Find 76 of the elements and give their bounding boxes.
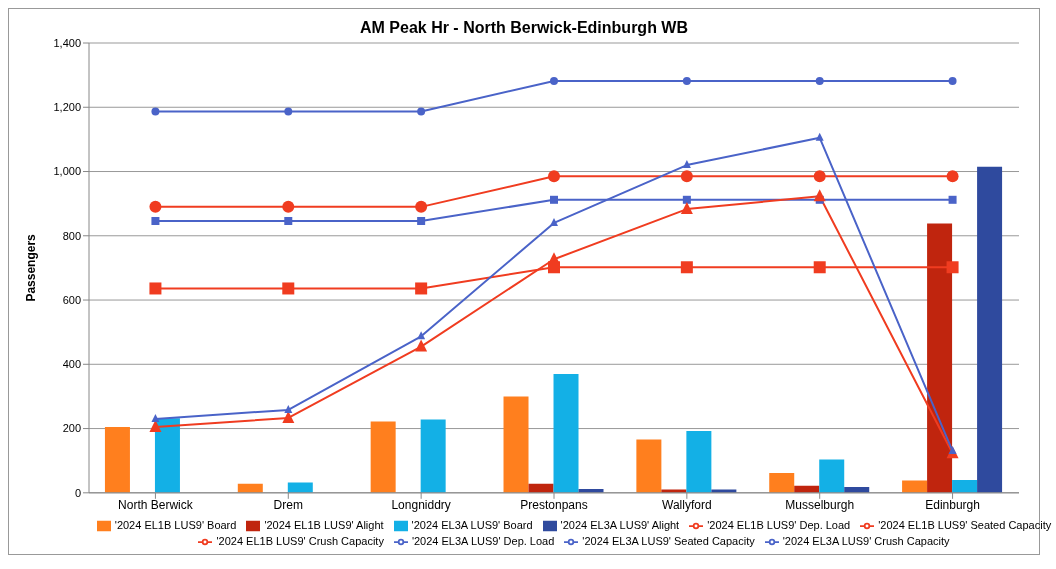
legend-label: '2024 EL1B LUS9' Crush Capacity <box>216 534 384 547</box>
point <box>151 413 160 422</box>
point <box>813 189 826 202</box>
y-tick-label: 600 <box>62 293 81 306</box>
point <box>151 107 160 116</box>
point <box>682 160 691 169</box>
point <box>417 217 426 225</box>
point <box>149 282 162 295</box>
point <box>680 261 693 274</box>
bar <box>636 439 662 493</box>
x-tick-label: Wallyford <box>662 498 712 513</box>
x-tick-label: Edinburgh <box>925 498 980 513</box>
y-tick-label: 400 <box>62 358 81 371</box>
point <box>682 195 691 204</box>
x-tick-label: Musselburgh <box>785 498 855 513</box>
point <box>151 217 160 225</box>
bar <box>769 472 795 493</box>
point <box>948 195 957 204</box>
point <box>284 404 293 413</box>
legend-label: '2024 EL1B LUS9' Alight <box>264 518 384 531</box>
y-tick-label: 1,000 <box>53 165 81 178</box>
point <box>550 195 558 204</box>
point <box>550 76 558 85</box>
bar <box>370 421 396 493</box>
y-tick-label: 800 <box>62 229 81 242</box>
point <box>946 261 959 274</box>
bar <box>902 480 928 493</box>
point <box>282 282 295 295</box>
y-tick-label: 200 <box>62 422 81 435</box>
point <box>149 200 162 213</box>
x-tick-label: North Berwick <box>118 498 194 513</box>
legend-label: '2024 EL3A LUS9' Seated Capacity <box>582 534 755 547</box>
point <box>813 170 826 183</box>
point <box>415 200 428 213</box>
point <box>815 132 824 141</box>
bar <box>420 419 446 493</box>
legend-label: '2024 EL3A LUS9' Alight <box>560 518 680 531</box>
point <box>948 76 957 85</box>
point <box>946 170 959 183</box>
legend-label: '2024 EL1B LUS9' Dep. Load <box>707 518 851 531</box>
point <box>415 282 428 295</box>
x-tick-label: Longniddry <box>391 498 451 513</box>
point <box>815 76 824 85</box>
bar <box>104 426 130 493</box>
point <box>282 200 295 213</box>
bar <box>977 166 1003 493</box>
point <box>415 339 428 352</box>
bar <box>686 431 712 493</box>
point <box>417 107 426 116</box>
point <box>680 202 693 215</box>
bar <box>553 373 579 493</box>
bar <box>154 418 180 493</box>
y-tick-label: 1,400 <box>53 36 81 49</box>
legend-label: '2024 EL1B LUS9' Seated Capacity <box>878 518 1052 531</box>
chart-title: AM Peak Hr - North Berwick-Edinburgh WB <box>359 19 689 37</box>
bar <box>819 459 845 493</box>
bar <box>952 479 978 493</box>
legend-label: '2024 EL3A LUS9' Crush Capacity <box>782 534 950 547</box>
bar <box>503 396 529 493</box>
legend-label: '2024 EL3A LUS9' Board <box>411 518 533 531</box>
legend-label: '2024 EL1B LUS9' Board <box>114 518 237 531</box>
point <box>813 261 826 274</box>
x-tick-label: Prestonpans <box>520 498 588 513</box>
x-tick-label: Drem <box>273 498 303 513</box>
point <box>948 446 957 455</box>
y-tick-label: 1,200 <box>53 101 81 114</box>
y-tick-label: 0 <box>74 486 81 499</box>
point <box>548 170 560 183</box>
point <box>680 170 693 183</box>
point <box>550 217 558 226</box>
y-axis-title: Passengers <box>24 233 39 302</box>
point <box>682 76 691 85</box>
bar <box>927 223 953 493</box>
point <box>284 217 293 225</box>
point <box>284 107 293 116</box>
legend-label: '2024 EL3A LUS9' Dep. Load <box>411 534 555 547</box>
